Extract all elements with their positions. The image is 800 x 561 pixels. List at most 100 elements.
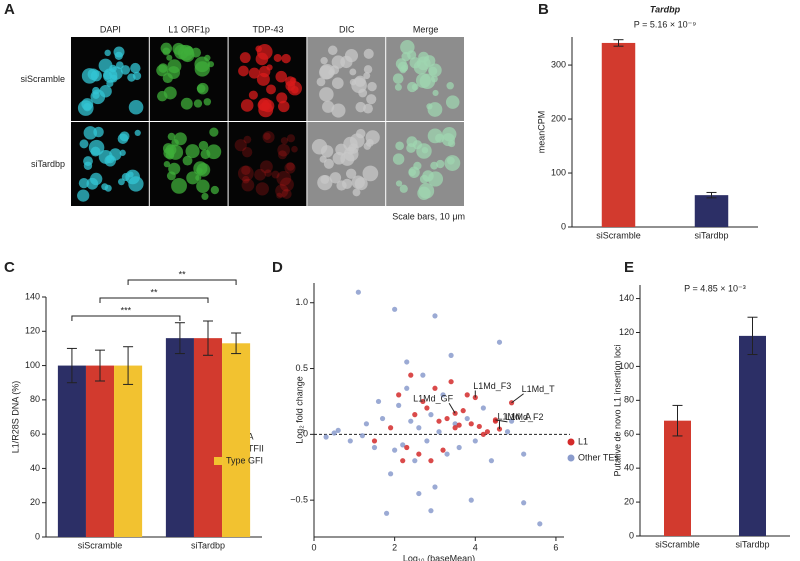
- cell: [367, 81, 377, 92]
- point: [476, 423, 482, 430]
- point: [404, 444, 410, 451]
- cell: [171, 177, 187, 194]
- point: [383, 510, 390, 516]
- bar: [193, 338, 223, 537]
- significance-bracket: [71, 315, 181, 321]
- cell: [83, 161, 93, 170]
- cell: [194, 61, 210, 77]
- point: [359, 433, 365, 439]
- cell: [242, 175, 250, 184]
- y-tick-label: 0: [561, 221, 566, 231]
- cell: [257, 99, 270, 111]
- cell: [366, 94, 377, 105]
- cell: [441, 133, 455, 147]
- point: [464, 415, 470, 422]
- y-tick-label: 60: [30, 429, 40, 439]
- cell: [238, 65, 249, 77]
- cell: [446, 81, 454, 90]
- cell: [201, 192, 209, 201]
- cell: [401, 51, 411, 62]
- legend-label: Type GFI: [226, 455, 263, 465]
- y-tick-label: 200: [551, 113, 566, 123]
- cell: [127, 73, 136, 82]
- cell: [416, 56, 431, 71]
- y-tick-label: 300: [551, 59, 566, 69]
- point: [375, 398, 382, 405]
- point: [371, 438, 378, 444]
- x-tick-label: 6: [553, 542, 558, 552]
- point: [464, 392, 470, 398]
- cell: [190, 47, 202, 58]
- cell: [127, 171, 134, 178]
- bar: [694, 195, 729, 227]
- point: [452, 421, 458, 427]
- column-label: TDP-43: [252, 24, 283, 34]
- legend-label: Other TEs: [578, 452, 619, 462]
- cell: [415, 73, 431, 89]
- annotation: L1Md_F2: [505, 412, 543, 422]
- point: [521, 500, 527, 506]
- point: [400, 442, 406, 448]
- y-tick-label: 0.5: [295, 363, 308, 373]
- point: [428, 458, 434, 464]
- cell: [167, 132, 176, 141]
- cell: [109, 148, 122, 161]
- annotation: L1Md_T: [522, 384, 556, 394]
- point: [436, 429, 442, 435]
- cell: [275, 70, 288, 83]
- cell: [241, 165, 251, 175]
- cell: [444, 155, 461, 171]
- cell: [322, 100, 335, 113]
- cell: [87, 68, 100, 81]
- cell: [419, 174, 429, 184]
- cell: [172, 42, 185, 55]
- cell: [392, 73, 404, 84]
- significance-bracket: [99, 297, 209, 303]
- cell: [427, 128, 443, 144]
- cell: [255, 52, 269, 66]
- cell: [166, 54, 173, 61]
- cell: [263, 132, 271, 140]
- cell: [241, 178, 255, 192]
- bar: [601, 42, 636, 227]
- annotation: L1Md_F3: [473, 381, 511, 391]
- point: [428, 508, 434, 514]
- point: [335, 427, 341, 433]
- cell: [276, 170, 292, 186]
- cell: [234, 139, 247, 152]
- point: [460, 408, 466, 414]
- point: [416, 490, 422, 497]
- cell: [104, 49, 111, 57]
- panel-label: D: [272, 259, 283, 276]
- cell: [128, 99, 144, 115]
- x-tick-label: 0: [311, 542, 316, 552]
- cell: [349, 68, 357, 76]
- cell: [277, 150, 287, 160]
- cell: [426, 103, 433, 110]
- legend-swatch: [214, 457, 222, 465]
- y-tick-label: 140: [619, 293, 634, 303]
- point: [444, 415, 450, 422]
- annotation-leader: [448, 403, 456, 414]
- panel-label: C: [4, 259, 15, 276]
- cell: [119, 131, 130, 142]
- point: [404, 359, 410, 365]
- cell: [204, 54, 211, 62]
- chart-subtitle: P = 4.85 × 10⁻³: [684, 283, 746, 293]
- y-tick-label: 0: [629, 530, 634, 540]
- x-tick-label: 4: [473, 542, 478, 552]
- annotation-leader: [495, 419, 508, 423]
- chart-title: Tardbp: [650, 4, 681, 14]
- cell: [394, 83, 402, 91]
- x-tick-label: siTardbp: [191, 540, 225, 550]
- cell: [400, 64, 408, 72]
- cell: [331, 77, 344, 90]
- bar: [114, 365, 143, 537]
- legend-label: L1: [578, 436, 588, 446]
- point: [323, 434, 329, 440]
- cell: [352, 188, 361, 197]
- point: [537, 521, 543, 527]
- cell: [98, 149, 113, 164]
- y-tick-label: 80: [624, 395, 634, 405]
- panel-label: B: [538, 1, 549, 18]
